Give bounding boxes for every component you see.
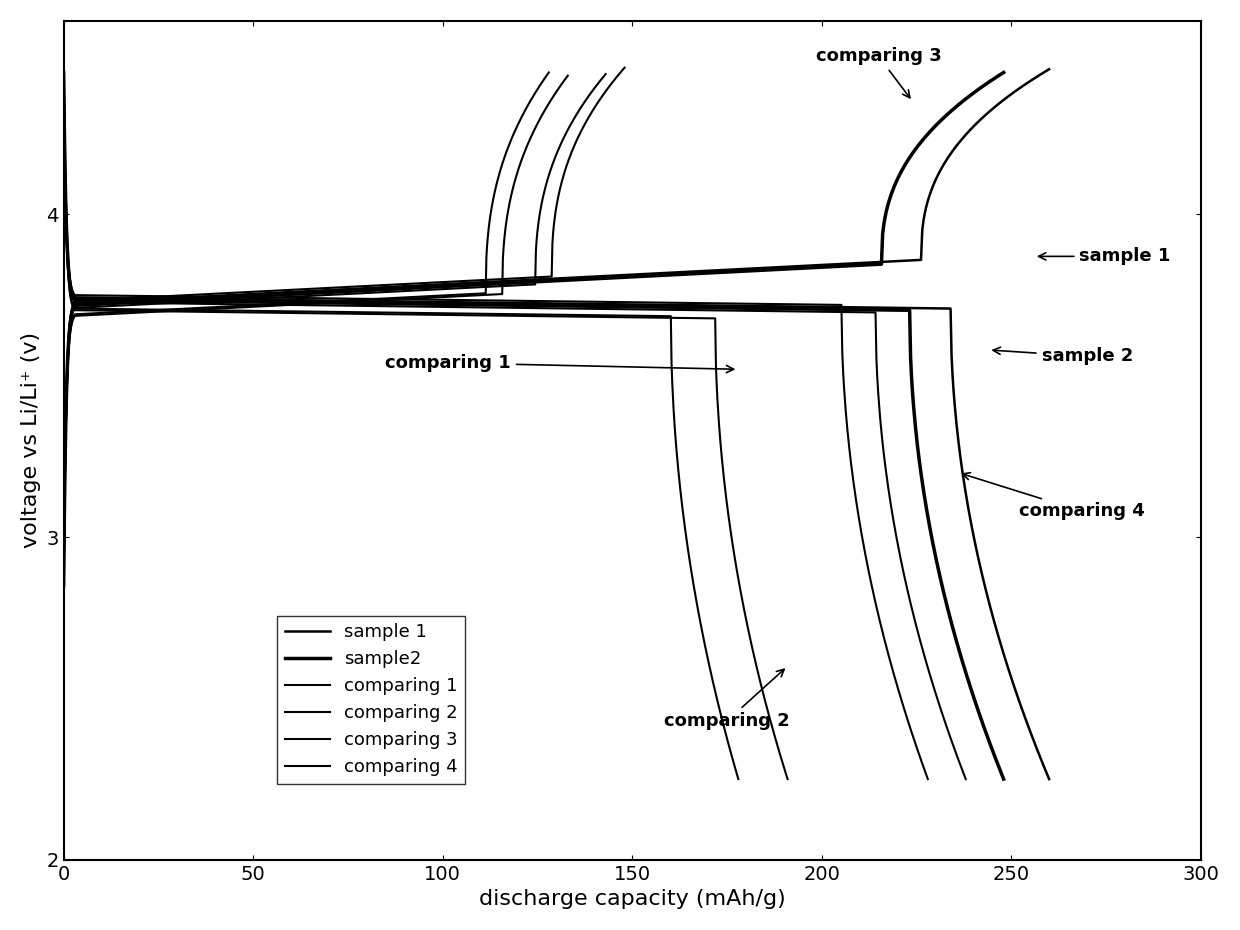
Text: sample 1: sample 1 [1039,247,1171,265]
Text: comparing 2: comparing 2 [665,670,790,730]
Legend: sample 1, sample2, comparing 1, comparing 2, comparing 3, comparing 4: sample 1, sample2, comparing 1, comparin… [278,616,465,784]
Text: comparing 1: comparing 1 [386,353,734,373]
Text: comparing 4: comparing 4 [962,472,1145,520]
Y-axis label: voltage vs Li/Li⁺ (v): voltage vs Li/Li⁺ (v) [21,332,41,549]
X-axis label: discharge capacity (mAh/g): discharge capacity (mAh/g) [479,889,786,910]
Text: sample 2: sample 2 [993,347,1133,365]
Text: comparing 3: comparing 3 [816,47,941,98]
